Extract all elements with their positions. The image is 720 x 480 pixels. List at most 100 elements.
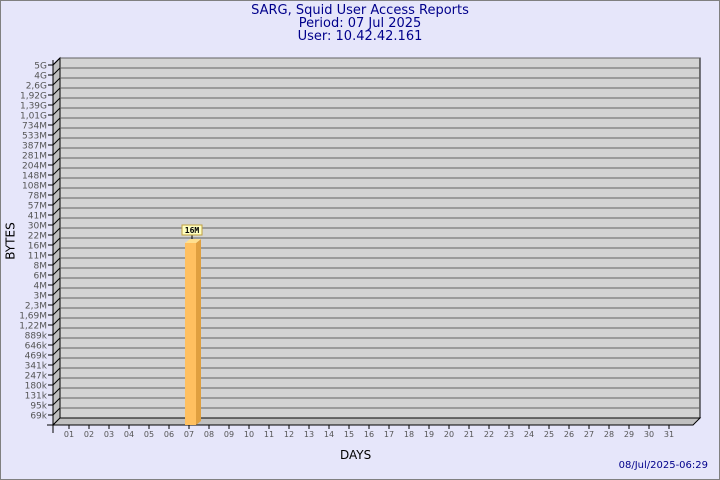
x-tick-label: 10 bbox=[244, 430, 254, 439]
x-tick-label: 30 bbox=[644, 430, 654, 439]
data-label-box bbox=[181, 224, 203, 236]
x-tick-label: 16 bbox=[364, 430, 374, 439]
gridline-side bbox=[52, 277, 61, 286]
gridline-side bbox=[52, 327, 61, 336]
x-tick-label: 31 bbox=[664, 430, 674, 439]
gridline-side bbox=[52, 237, 61, 246]
gridline-side bbox=[52, 67, 61, 76]
gridline-side bbox=[52, 217, 61, 226]
y-tick-label: 41M bbox=[28, 212, 47, 222]
x-tick-label: 06 bbox=[164, 430, 174, 439]
y-tick-label: 180k bbox=[25, 382, 48, 392]
x-tick-label: 15 bbox=[344, 430, 354, 439]
y-tick-label: 57M bbox=[28, 202, 47, 212]
y-tick-label: 11M bbox=[28, 252, 47, 262]
y-tick-label: 5G bbox=[34, 62, 47, 72]
y-tick-label: 30M bbox=[28, 222, 47, 232]
y-tick-label: 148M bbox=[22, 172, 47, 182]
gridline-side bbox=[52, 357, 61, 366]
y-tick-label: 204M bbox=[22, 162, 47, 172]
gridline-side bbox=[52, 337, 61, 346]
y-tick-label: 22M bbox=[28, 232, 47, 242]
gridline-side bbox=[52, 317, 61, 326]
y-tick-label: 1,69M bbox=[19, 312, 47, 322]
gridline-side bbox=[52, 377, 61, 386]
gridline-side bbox=[52, 137, 61, 146]
x-tick-label: 07 bbox=[184, 430, 194, 439]
x-tick-label: 20 bbox=[444, 430, 454, 439]
x-tick-label: 04 bbox=[124, 430, 134, 439]
y-tick-label: 16M bbox=[28, 242, 47, 252]
x-tick-label: 12 bbox=[284, 430, 294, 439]
gridline-side bbox=[52, 407, 61, 416]
x-tick-label: 03 bbox=[104, 430, 114, 439]
gridline-side bbox=[52, 367, 61, 376]
gridline-side bbox=[52, 397, 61, 406]
plot-floor bbox=[51, 417, 702, 426]
y-tick-label: 131k bbox=[25, 392, 48, 402]
y-tick-label: 247k bbox=[25, 372, 48, 382]
y-tick-label: 341k bbox=[25, 362, 48, 372]
x-tick-label: 23 bbox=[504, 430, 514, 439]
x-tick-label: 13 bbox=[304, 430, 314, 439]
gridline-side bbox=[52, 97, 61, 106]
y-tick-label: 533M bbox=[22, 132, 47, 142]
chart-title: SARG, Squid User Access Reports bbox=[251, 3, 469, 18]
gridline-side bbox=[52, 117, 61, 126]
gridline-side bbox=[52, 77, 61, 86]
gridline-side bbox=[52, 177, 61, 186]
gridline-side bbox=[52, 57, 61, 66]
bar-top-07 bbox=[185, 239, 201, 243]
gridline-side bbox=[52, 197, 61, 206]
x-tick-label: 17 bbox=[384, 430, 394, 439]
gridline-side bbox=[52, 257, 61, 266]
gridline-side bbox=[52, 127, 61, 136]
x-tick-label: 24 bbox=[524, 430, 534, 439]
y-tick-label: 95k bbox=[30, 402, 47, 412]
y-tick-label: 387M bbox=[22, 142, 47, 152]
gridline-side bbox=[52, 297, 61, 306]
gridline-side bbox=[52, 107, 61, 116]
y-tick-label: 6M bbox=[34, 272, 48, 282]
x-tick-label: 28 bbox=[604, 430, 614, 439]
x-tick-label: 19 bbox=[424, 430, 434, 439]
x-tick-label: 21 bbox=[464, 430, 474, 439]
chart-user: User: 10.42.42.161 bbox=[297, 29, 423, 44]
y-tick-label: 734M bbox=[22, 122, 47, 132]
y-tick-label: 1,39G bbox=[20, 102, 47, 112]
y-tick-label: 2,3M bbox=[25, 302, 47, 312]
y-tick-label: 4G bbox=[34, 72, 47, 82]
gridline-side bbox=[52, 187, 61, 196]
chart-period: Period: 07 Jul 2025 bbox=[298, 16, 422, 31]
y-tick-label: 108M bbox=[22, 182, 47, 192]
gridline-side bbox=[52, 347, 61, 356]
x-tick-label: 09 bbox=[224, 430, 234, 439]
x-tick-label: 02 bbox=[84, 430, 94, 439]
x-tick-label: 25 bbox=[544, 430, 554, 439]
y-tick-label: 3M bbox=[34, 292, 48, 302]
gridline-side bbox=[52, 167, 61, 176]
gridline-side bbox=[52, 87, 61, 96]
x-tick-label: 26 bbox=[564, 430, 574, 439]
gridline-side bbox=[52, 147, 61, 156]
y-tick-label: 1,01G bbox=[20, 112, 47, 122]
gridline-side bbox=[52, 247, 61, 256]
y-axis-label: BYTES bbox=[3, 222, 18, 260]
gridline-side bbox=[52, 207, 61, 216]
x-tick-label: 27 bbox=[584, 430, 594, 439]
x-axis-label: DAYS bbox=[340, 448, 372, 462]
x-tick-label: 11 bbox=[264, 430, 274, 439]
y-tick-label: 1,92G bbox=[20, 92, 47, 102]
y-tick-label: 1,22M bbox=[19, 322, 47, 332]
bar-07 bbox=[185, 243, 196, 425]
gridline-side bbox=[52, 307, 61, 316]
y-tick-label: 646k bbox=[25, 342, 48, 352]
gridline-side bbox=[52, 267, 61, 276]
y-tick-label: 469k bbox=[25, 352, 48, 362]
x-tick-label: 08 bbox=[204, 430, 214, 439]
gridline-side bbox=[52, 157, 61, 166]
gridline-side bbox=[52, 227, 61, 236]
x-tick-label: 14 bbox=[324, 430, 334, 439]
x-tick-label: 29 bbox=[624, 430, 634, 439]
